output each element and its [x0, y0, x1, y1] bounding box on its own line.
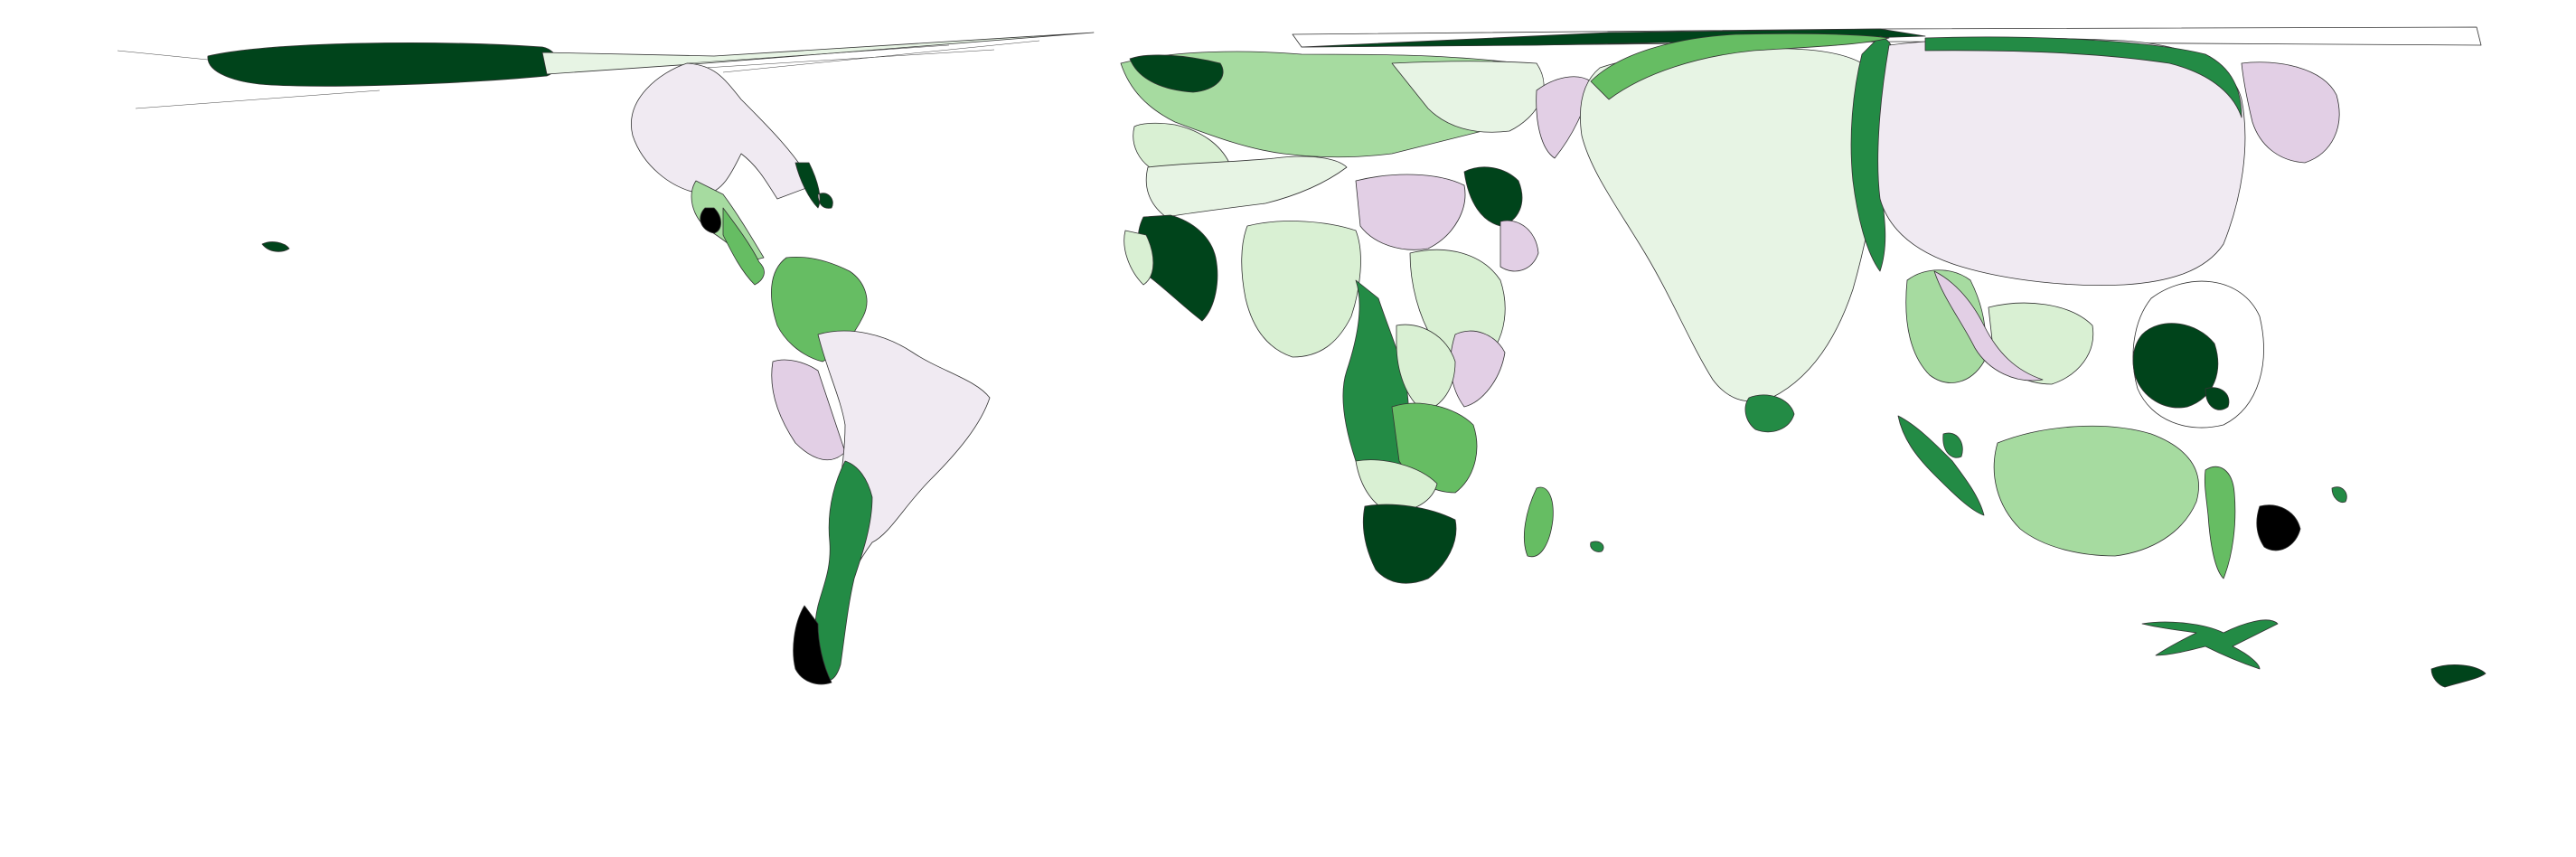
region-horn-africa	[1450, 330, 1506, 408]
region-india	[1580, 47, 1885, 402]
region-southern-africa-light	[1355, 459, 1438, 514]
region-papua	[2256, 504, 2301, 551]
region-japan-south	[2205, 387, 2230, 410]
region-central-america	[722, 207, 765, 286]
region-nepal-band	[1590, 33, 1890, 100]
region-indonesia	[2204, 466, 2236, 579]
region-japan	[2132, 323, 2219, 409]
region-antarctic-spikes	[2141, 619, 2279, 670]
region-patagonia	[793, 605, 832, 685]
region-russia-china	[1877, 37, 2246, 287]
region-pacific-islands	[2331, 486, 2347, 504]
region-iran-strip	[1536, 76, 1592, 159]
region-malaysia	[1897, 415, 1985, 516]
region-north-east-africa	[1355, 174, 1466, 250]
region-indochina-strip	[1933, 270, 2044, 381]
region-arctic-strip-west	[541, 32, 1095, 75]
region-sahel	[1241, 221, 1361, 358]
region-arabia	[1500, 220, 1539, 272]
region-arctic-lines	[117, 40, 1040, 109]
region-small-islands	[1590, 541, 1604, 552]
region-caribbean	[794, 162, 833, 209]
region-hawaii	[261, 241, 290, 252]
region-korea-strip	[1924, 36, 2242, 118]
region-middle-east	[1463, 166, 1523, 227]
region-far-east	[2241, 61, 2340, 164]
region-greenland-arctic	[207, 42, 558, 87]
region-congo-light	[1396, 324, 1456, 412]
region-southern-africa	[1362, 504, 1457, 584]
region-north-america	[631, 62, 814, 200]
region-central-america-dark	[700, 207, 721, 234]
region-australia	[1993, 425, 2199, 557]
region-chile	[813, 460, 873, 682]
region-west-africa-light	[1123, 230, 1154, 286]
region-philippines	[1942, 432, 1963, 458]
region-sri-lanka	[1744, 394, 1795, 433]
region-europe-dark-west	[1129, 54, 1224, 93]
region-madagascar	[1523, 486, 1554, 558]
region-north-africa	[1145, 155, 1348, 218]
region-new-zealand	[2430, 664, 2487, 688]
